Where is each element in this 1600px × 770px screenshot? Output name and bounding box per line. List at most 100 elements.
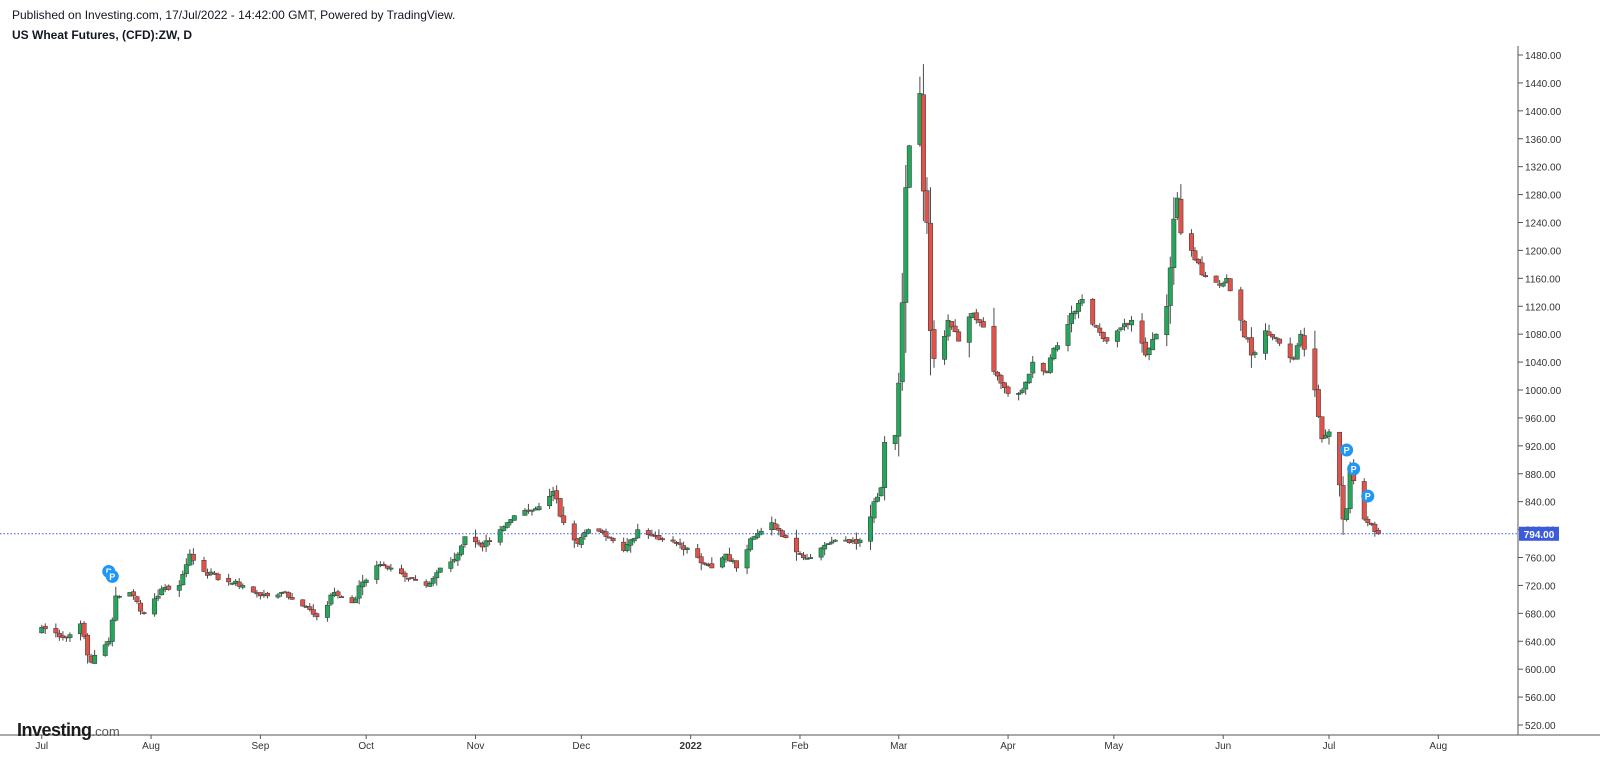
candle-body	[899, 302, 905, 383]
candle-body	[571, 523, 577, 541]
candle-body	[547, 496, 553, 507]
candle-body	[300, 599, 306, 607]
candle-body	[240, 585, 246, 588]
candle-body	[719, 557, 725, 568]
investing-logo: Investing.com	[17, 720, 120, 741]
candle-body	[624, 544, 630, 552]
candle-body	[734, 560, 739, 569]
candle-body	[353, 598, 359, 604]
candle-body	[797, 553, 803, 555]
candle-body	[1164, 306, 1170, 336]
candle-body	[483, 540, 489, 547]
candle-body	[758, 530, 764, 535]
candle-body	[973, 312, 979, 321]
candle-body	[1047, 357, 1053, 373]
candle-body	[684, 547, 690, 550]
candle-body	[868, 516, 873, 542]
candle-body	[67, 634, 73, 638]
candle-body	[892, 435, 898, 444]
y-tick-label: 880.00	[1525, 470, 1556, 481]
candle-body	[1150, 339, 1156, 351]
event-marker-label: P	[109, 572, 115, 582]
x-tick-label: Dec	[572, 741, 590, 752]
candle-body	[1326, 431, 1332, 437]
candle-body	[1023, 381, 1029, 390]
candle-body	[307, 606, 313, 610]
candle-body	[903, 187, 909, 303]
candle-body	[360, 581, 366, 588]
logo-main: Investing	[17, 720, 92, 740]
candle-body	[980, 321, 986, 328]
candle-body	[130, 591, 136, 596]
candle-body	[116, 595, 122, 598]
candle-body	[952, 325, 958, 332]
candle-body	[702, 562, 708, 565]
published-note: Published on Investing.com, 17/Jul/2022 …	[12, 8, 456, 22]
candle-body	[698, 556, 704, 564]
candle-body	[511, 515, 517, 521]
candle-body	[458, 545, 464, 555]
candle-body	[1365, 518, 1371, 523]
candle-body	[1079, 299, 1085, 304]
y-tick-label: 720.00	[1525, 581, 1556, 592]
candle-body	[1270, 334, 1276, 338]
last-price-layer: 794.00	[0, 526, 1559, 541]
candle-body	[695, 548, 701, 558]
candle-body	[166, 585, 172, 590]
candle-body	[776, 528, 782, 531]
candle-body	[1340, 485, 1346, 520]
candle-body	[152, 598, 158, 615]
candle-body	[931, 329, 937, 359]
candle-body	[1146, 348, 1152, 355]
candle-body	[1072, 311, 1078, 315]
candle-body	[755, 533, 761, 538]
candle-body	[991, 325, 997, 372]
candle-body	[324, 604, 330, 618]
candle-body	[677, 542, 683, 545]
candle-body	[1030, 361, 1036, 374]
candle-body	[1097, 327, 1103, 333]
candle-body	[656, 535, 662, 540]
candle-body	[1294, 345, 1300, 360]
candle-body	[670, 539, 676, 542]
candle-body	[772, 523, 778, 530]
candle-body	[949, 321, 955, 328]
candle-body	[1199, 262, 1205, 276]
candle-body	[39, 627, 45, 634]
candle-body	[882, 442, 888, 488]
candle-body	[201, 560, 207, 572]
candle-body	[1312, 348, 1318, 391]
candle-body	[275, 594, 281, 598]
candle-body	[1005, 386, 1011, 394]
x-tick-label: Jul	[1323, 741, 1336, 752]
candle-body	[1069, 312, 1074, 324]
candle-body	[1065, 324, 1071, 346]
candle-body	[356, 585, 362, 599]
y-tick-label: 1120.00	[1525, 302, 1561, 313]
candle-body	[875, 496, 881, 502]
candle-body	[455, 553, 461, 561]
y-tick-label: 1160.00	[1525, 274, 1561, 285]
candle-body	[1051, 347, 1057, 360]
candle-body	[141, 612, 147, 614]
y-tick-label: 1320.00	[1525, 163, 1562, 174]
candle-body	[748, 538, 754, 550]
candle-body	[113, 595, 119, 621]
candle-body	[448, 561, 454, 569]
candle-body	[374, 565, 380, 580]
candle-body	[1019, 389, 1025, 393]
candle-body	[190, 554, 196, 561]
candle-body	[578, 537, 584, 545]
markers-layer: PPPPP	[102, 443, 1375, 583]
candle-body	[85, 634, 91, 656]
y-tick-label: 640.00	[1525, 637, 1556, 648]
candle-body	[857, 539, 863, 544]
candle-body	[434, 572, 440, 579]
candle-body	[928, 222, 933, 331]
candle-body	[536, 506, 542, 510]
event-marker	[1347, 462, 1361, 476]
candle-body	[1263, 330, 1268, 354]
candle-body	[81, 622, 87, 637]
candle-body	[508, 519, 514, 523]
candle-body	[473, 536, 478, 543]
